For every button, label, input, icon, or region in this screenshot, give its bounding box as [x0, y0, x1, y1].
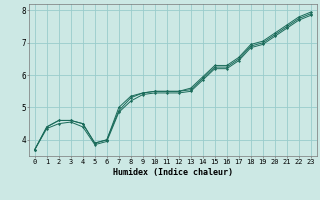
X-axis label: Humidex (Indice chaleur): Humidex (Indice chaleur): [113, 168, 233, 177]
